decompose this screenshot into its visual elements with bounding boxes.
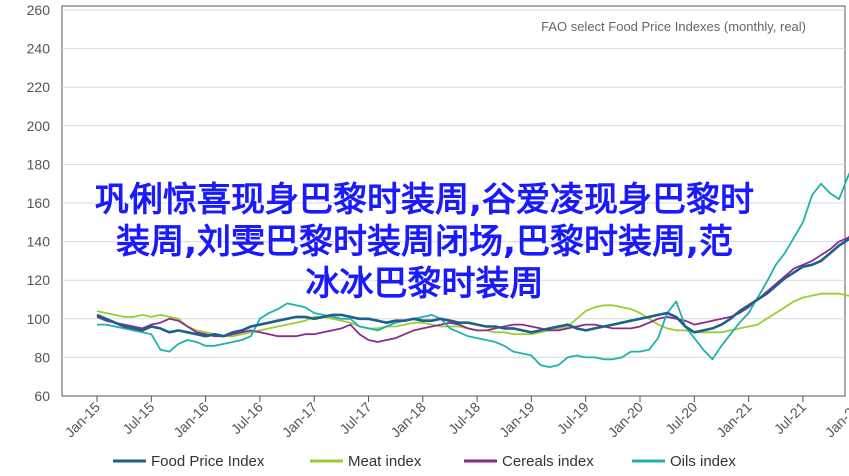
legend-label: Meat index xyxy=(348,453,422,470)
chart-annotation: FAO select Food Price Indexes (monthly, … xyxy=(541,19,806,34)
series-line-cereals-index xyxy=(96,235,849,343)
overlay-title-line-2: 装周,刘雯巴黎时装周闭场,巴黎时装周,范 xyxy=(116,222,733,262)
x-tick-label: Jan-22 xyxy=(822,399,849,441)
legend-label: Cereals index xyxy=(502,453,594,470)
y-tick-label: 260 xyxy=(27,2,51,18)
x-tick-label: Jan-16 xyxy=(170,399,212,441)
x-tick-label: Jul-18 xyxy=(445,399,483,437)
x-tick-label: Jan-19 xyxy=(496,399,538,441)
y-tick-label: 220 xyxy=(27,79,51,95)
y-tick-label: 240 xyxy=(27,41,51,57)
plot-frame xyxy=(61,5,846,397)
y-tick-label: 180 xyxy=(27,156,51,172)
legend-label: Oils index xyxy=(670,453,736,470)
legend-label: Food Price Index xyxy=(151,453,265,470)
y-tick-label: 100 xyxy=(27,311,51,327)
overlay-title-line-3: 冰冰巴黎时装周 xyxy=(305,264,544,304)
y-tick-label: 160 xyxy=(27,195,51,211)
x-tick-label: Jul-17 xyxy=(336,399,374,437)
series-lines xyxy=(96,172,849,369)
x-tick-label: Jan-15 xyxy=(62,399,104,441)
x-tick-label: Jan-20 xyxy=(605,399,647,441)
x-tick-label: Jul-20 xyxy=(662,399,700,437)
series-line-meat-index xyxy=(96,292,849,338)
y-tick-label: 200 xyxy=(27,118,51,134)
y-axis: 60 80 100 120 140 160 180 200 220 240 260 xyxy=(27,2,51,404)
x-tick-label: Jul-16 xyxy=(228,399,266,437)
x-tick-label: Jan-17 xyxy=(279,399,321,441)
x-tick-label: Jul-21 xyxy=(771,399,809,437)
legend: Food Price Index Meat index Cereals index O… xyxy=(113,453,736,470)
x-tick-label: Jan-21 xyxy=(713,399,755,441)
x-axis: Jan-15 Jul-15 Jan-16 Jul-16 Jan-17 Jul-17 Jan-… xyxy=(62,396,849,440)
x-tick-label: Jul-15 xyxy=(119,399,157,437)
y-tick-label: 120 xyxy=(27,272,51,288)
y-tick-label: 140 xyxy=(27,234,51,250)
series-line-food-price-index xyxy=(96,237,849,338)
overlay-title-line-1: 巩俐惊喜现身巴黎时装周,谷爱凌现身巴黎时 xyxy=(95,180,754,220)
x-tick-label: Jan-18 xyxy=(387,399,429,441)
y-tick-label: 80 xyxy=(34,349,50,365)
series-line-oils-index xyxy=(97,172,849,369)
x-tick-label: Jul-19 xyxy=(554,399,592,437)
y-tick-label: 60 xyxy=(34,388,50,404)
